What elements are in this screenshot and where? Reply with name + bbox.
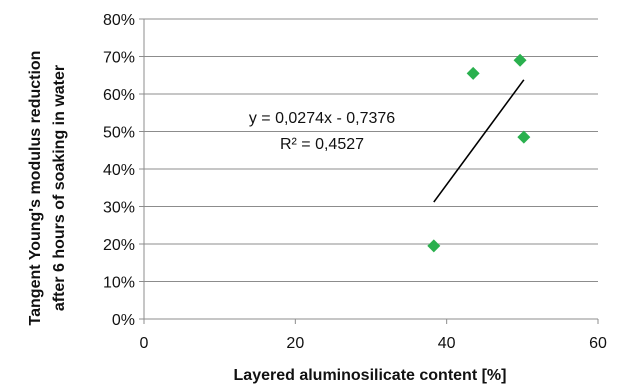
y-axis-title-line-2: after 6 hours of soaking in water xyxy=(51,65,68,311)
y-axis-title-line-1: Tangent Young's modulus reduction xyxy=(27,51,44,326)
trendline-group xyxy=(433,79,525,203)
y-tick-label: 80% xyxy=(103,12,135,29)
y-tick-label: 30% xyxy=(103,200,135,217)
y-tick-label: 40% xyxy=(103,162,135,179)
x-tick-label: 20 xyxy=(286,335,304,352)
x-axis-title: Layered aluminosilicate content [%] xyxy=(234,367,507,384)
y-tick-label: 0% xyxy=(112,312,135,329)
y-tick-label: 60% xyxy=(103,87,135,104)
y-tick-label: 70% xyxy=(103,50,135,67)
trendline xyxy=(433,79,525,203)
data-point xyxy=(466,66,480,80)
trendline-r-squared: R² = 0,4527 xyxy=(280,136,364,153)
y-tick-label: 10% xyxy=(103,275,135,292)
x-tick-label: 40 xyxy=(438,335,456,352)
data-point xyxy=(427,239,441,253)
gridlines xyxy=(144,18,598,282)
data-point xyxy=(513,53,527,67)
x-tick-label: 60 xyxy=(589,335,607,352)
data-point xyxy=(517,130,531,144)
y-tick-labels: 0% 10% 20% 30% 40% 50% 60% 70% 80% xyxy=(103,12,135,329)
axes xyxy=(139,18,599,324)
x-tick-label: 0 xyxy=(140,335,149,352)
data-points xyxy=(427,53,531,253)
x-tick-labels: 0 20 40 60 xyxy=(140,335,607,352)
trendline-equation: y = 0,0274x - 0,7376 xyxy=(249,110,395,127)
y-tick-label: 50% xyxy=(103,125,135,142)
y-tick-label: 20% xyxy=(103,237,135,254)
